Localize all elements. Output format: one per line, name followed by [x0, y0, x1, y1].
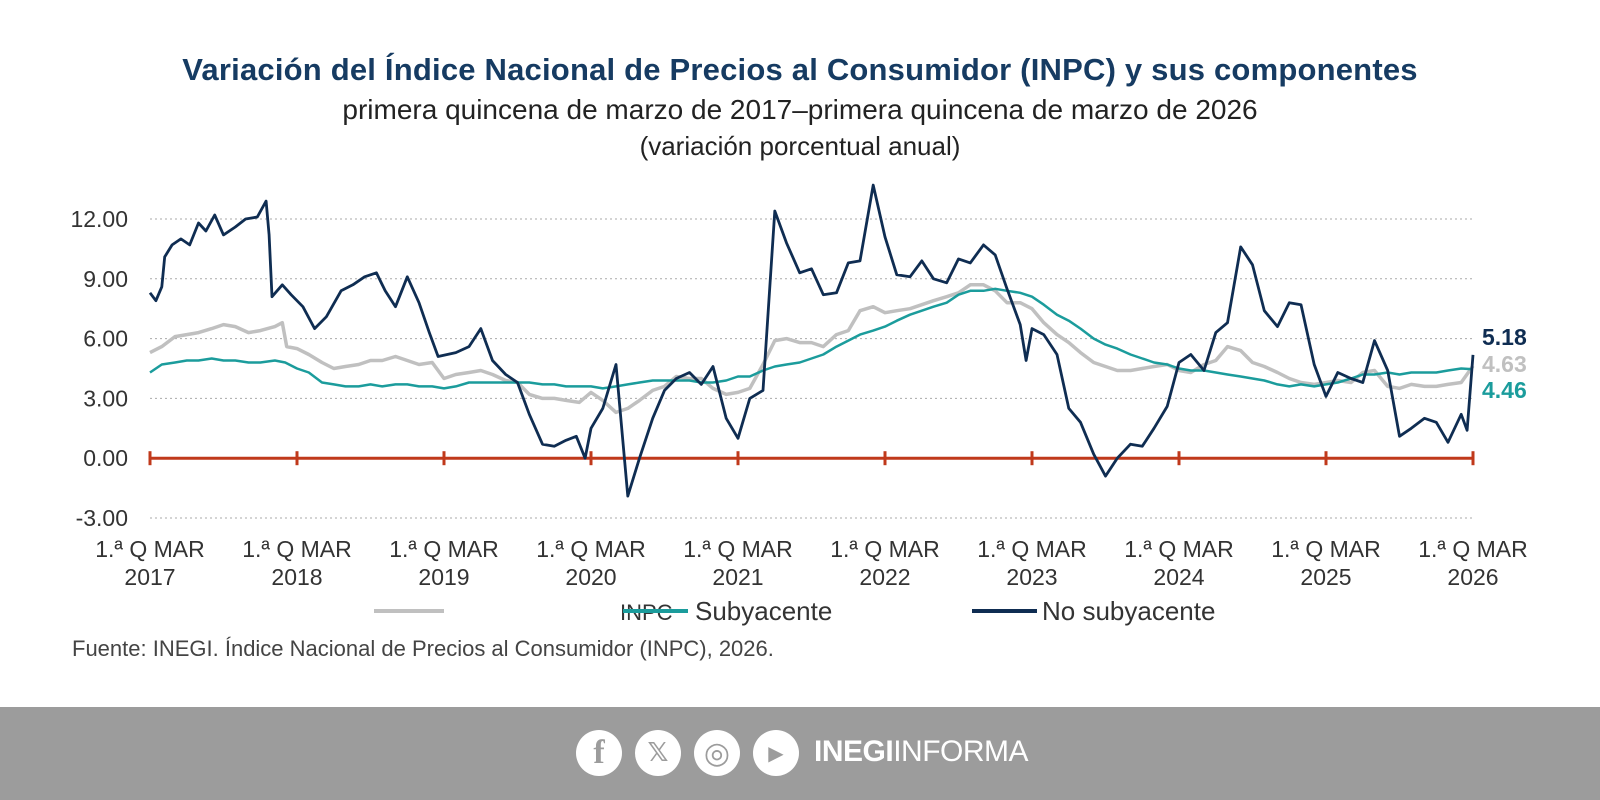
zero-axis-line [148, 451, 1475, 466]
x-tick-year: 2022 [859, 564, 910, 590]
x-tick-label: 1.ª Q MAR [683, 536, 792, 562]
y-tick-label: 3.00 [83, 385, 128, 411]
x-tick-year: 2023 [1006, 564, 1057, 590]
legend-label: No subyacente [1042, 596, 1215, 626]
facebook-icon[interactable]: f [576, 730, 622, 776]
x-tick-year: 2021 [712, 564, 763, 590]
y-tick-label: -3.00 [76, 505, 128, 531]
x-tick-year: 2024 [1153, 564, 1204, 590]
grid-lines [150, 218, 1473, 519]
x-tick-label: 1.ª Q MAR [242, 536, 351, 562]
x-tick-label: 1.ª Q MAR [977, 536, 1086, 562]
x-tick-year: 2025 [1300, 564, 1351, 590]
x-tick-year: 2020 [565, 564, 616, 590]
x-icon[interactable]: 𝕏 [635, 730, 681, 776]
footer-bar: f 𝕏 ◎ ▶ INEGIINFORMA [0, 707, 1600, 800]
x-tick-label: 1.ª Q MAR [536, 536, 645, 562]
chart-subtitle: primera quincena de marzo de 2017–primer… [342, 94, 1258, 125]
chart-units-label: (variación porcentual anual) [639, 131, 961, 161]
x-tick-label: 1.ª Q MAR [1271, 536, 1380, 562]
series-line-no-subyacente [148, 183, 1475, 498]
legend-label: Subyacente [695, 596, 832, 626]
x-tick-label: 1.ª Q MAR [95, 536, 204, 562]
series-lines [148, 183, 1475, 498]
y-tick-label: 9.00 [83, 266, 128, 292]
y-axis-ticks: 12.00 9.00 6.00 3.00 0.00 -3.00 [70, 206, 128, 531]
instagram-icon[interactable]: ◎ [694, 730, 740, 776]
y-tick-label: 6.00 [83, 326, 128, 352]
x-tick-label: 1.ª Q MAR [830, 536, 939, 562]
x-tick-year: 2026 [1447, 564, 1498, 590]
x-tick-label: 1.ª Q MAR [1418, 536, 1527, 562]
source-note: Fuente: INEGI. Índice Nacional de Precio… [72, 636, 774, 661]
end-value-labels: 4.634.46 5.18 [1482, 324, 1527, 403]
y-tick-label: 0.00 [83, 445, 128, 471]
x-tick-year: 2019 [418, 564, 469, 590]
end-label-inpc: 4.63 [1482, 351, 1527, 377]
series-line-subyacente [149, 287, 1474, 390]
x-tick-label: 1.ª Q MAR [1124, 536, 1233, 562]
series-line-inpc [149, 283, 1475, 415]
end-label-subyacente: 4.46 [1482, 377, 1527, 403]
legend: INPCSubyacenteNo subyacente [374, 596, 1215, 626]
line-chart: 12.009.006.003.000.00-3.00 1.ª Q MAR2017… [70, 183, 1528, 626]
end-label-no-subyacente: 5.18 [1482, 324, 1527, 350]
y-tick-label: 12.00 [70, 206, 128, 232]
youtube-icon[interactable]: ▶ [753, 730, 799, 776]
chart-title: Variación del Índice Nacional de Precios… [182, 52, 1418, 87]
inegi-informa-logo[interactable]: INEGIINFORMA [814, 735, 1029, 768]
x-tick-label: 1.ª Q MAR [389, 536, 498, 562]
x-tick-year: 2018 [271, 564, 322, 590]
x-tick-year: 2017 [124, 564, 175, 590]
